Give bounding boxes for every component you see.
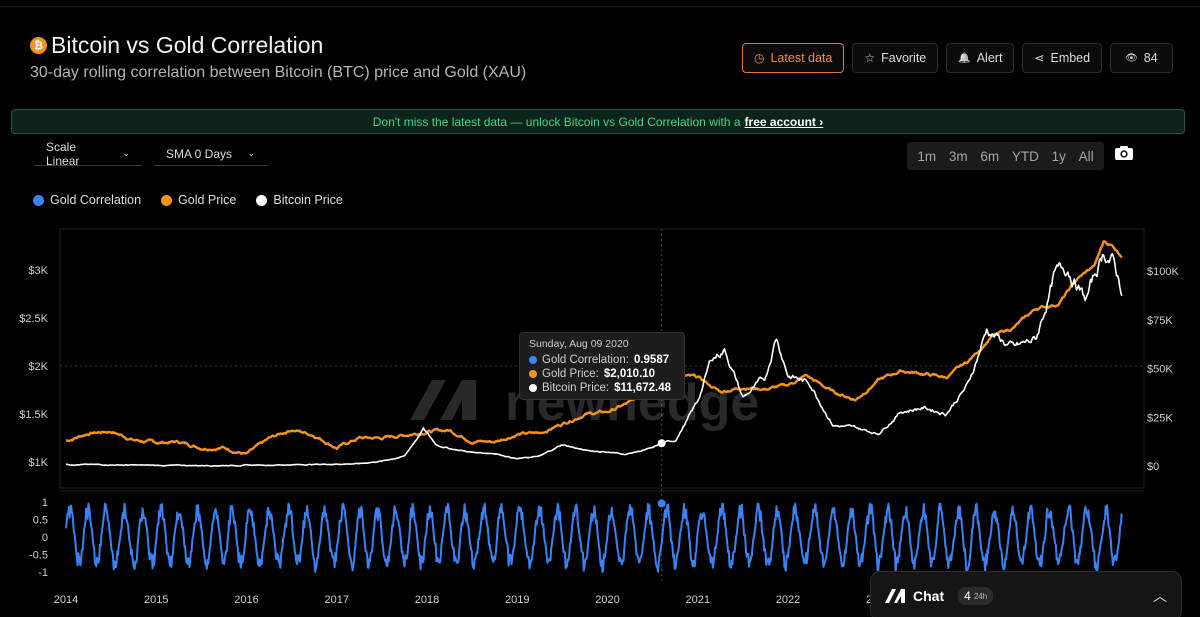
- chevron-up-icon[interactable]: ︿: [1153, 586, 1167, 606]
- tooltip-dot: [529, 356, 537, 364]
- tooltip-row-correlation: Gold Correlation: 0.9587: [529, 353, 675, 367]
- y-corr-tick-label: 0.5: [33, 515, 48, 527]
- chat-count-badge: 4 24h: [958, 587, 993, 605]
- y-right-tick-label: $0: [1147, 461, 1159, 473]
- y-corr-tick-label: -1: [38, 567, 48, 579]
- y-corr-tick-label: 1: [42, 497, 48, 509]
- tooltip-label: Bitcoin Price:: [542, 381, 609, 395]
- y-left-tick-label: $2.5K: [19, 313, 48, 325]
- y-left-tick-label: $1K: [28, 457, 48, 469]
- x-tick-label: 2018: [415, 594, 439, 606]
- y-left-tick-label: $1.5K: [19, 409, 48, 421]
- gold-correlation-line: [66, 504, 1122, 572]
- chart-tooltip: Sunday, Aug 09 2020 Gold Correlation: 0.…: [519, 332, 685, 400]
- chat-count: 4: [964, 589, 971, 603]
- tooltip-dot: [529, 384, 537, 392]
- newhedge-logo-icon: [885, 589, 905, 603]
- tooltip-value: $2,010.10: [604, 367, 655, 381]
- y-corr-tick-label: 0: [42, 532, 48, 544]
- tooltip-label: Gold Price:: [542, 367, 599, 381]
- x-tick-label: 2015: [144, 594, 168, 606]
- y-right-tick-label: $25K: [1147, 412, 1173, 424]
- y-left-tick-label: $3K: [28, 265, 48, 277]
- x-tick-label: 2016: [234, 594, 258, 606]
- chat-period: 24h: [974, 592, 987, 601]
- x-tick-label: 2017: [325, 594, 349, 606]
- y-right-tick-label: $50K: [1147, 364, 1173, 376]
- y-corr-tick-label: -0.5: [29, 550, 48, 562]
- tooltip-row-gold: Gold Price: $2,010.10: [529, 367, 675, 381]
- tooltip-value: 0.9587: [634, 353, 669, 367]
- watermark-logo-icon: [410, 380, 476, 420]
- tooltip-value: $11,672.48: [614, 381, 671, 395]
- x-tick-label: 2019: [505, 594, 529, 606]
- chat-label: Chat: [913, 588, 944, 604]
- y-right-tick-label: $100K: [1147, 266, 1179, 278]
- bitcoin-price-marker: [658, 439, 666, 447]
- gold-correlation-marker: [658, 499, 666, 507]
- y-left-tick-label: $2K: [28, 361, 48, 373]
- tooltip-row-bitcoin: Bitcoin Price: $11,672.48: [529, 381, 675, 395]
- tooltip-date: Sunday, Aug 09 2020: [529, 338, 675, 350]
- x-tick-label: 2020: [595, 594, 619, 606]
- x-tick-label: 2021: [686, 594, 710, 606]
- tooltip-label: Gold Correlation:: [542, 353, 629, 367]
- x-tick-label: 2022: [776, 594, 800, 606]
- tooltip-dot: [529, 370, 537, 378]
- x-tick-label: 2014: [54, 594, 78, 606]
- chat-widget[interactable]: Chat 4 24h ︿: [870, 571, 1182, 617]
- y-right-tick-label: $75K: [1147, 315, 1173, 327]
